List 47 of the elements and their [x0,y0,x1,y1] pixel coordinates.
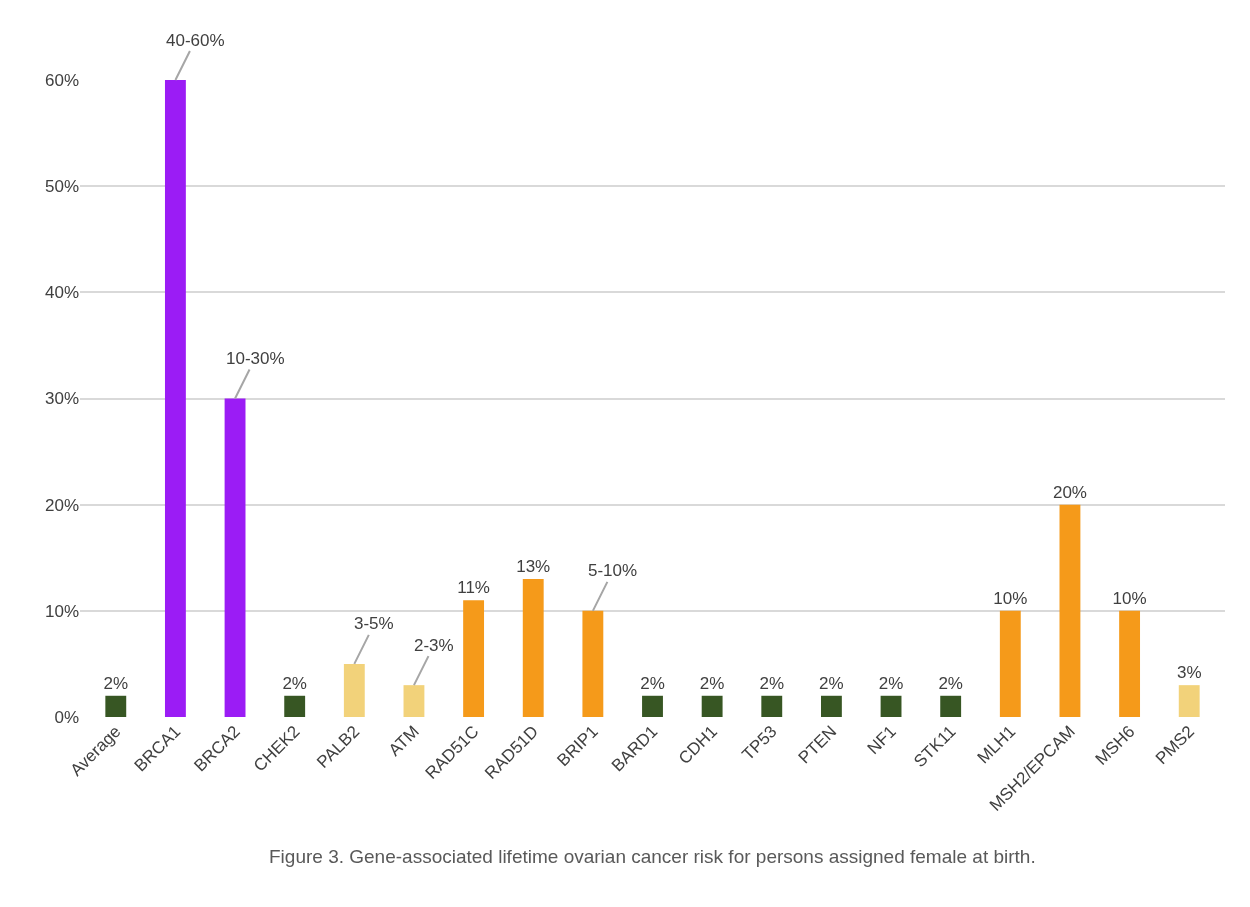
y-tick-label: 30% [44,389,79,409]
y-tick-label: 0% [54,707,79,727]
bar [582,610,604,717]
data-label: 10% [993,588,1028,608]
bar [1059,504,1081,717]
data-label: 2% [103,673,129,693]
data-label: 2% [282,673,307,693]
bar [343,663,365,717]
bar [522,578,544,717]
y-tick-label: 10% [44,601,79,621]
bar [761,695,783,717]
x-tick-label: NF1 [863,721,900,759]
y-tick-label: 40% [44,283,79,303]
y-tick-label: 20% [44,495,79,515]
data-label: 2% [819,673,844,693]
annotation: 2-3% [414,636,454,655]
data-label: 20% [1052,482,1087,502]
bar [105,695,127,717]
data-label: 2% [878,673,904,693]
bar [940,695,962,717]
bar [463,600,485,717]
data-label: 2% [938,673,963,693]
caption: Figure 3. Gene-associated lifetime ovarian cancer risk for persons assigned female at birth. [269,846,1036,867]
annotation: 10-30% [226,349,285,368]
bar [880,695,902,717]
data-label: 13% [516,556,551,576]
bar [999,610,1021,717]
bar [820,695,842,717]
bar [164,80,186,717]
annotation: 40-60% [166,31,225,50]
annotation: 5-10% [588,561,638,580]
data-label: 10% [1112,588,1147,608]
bar [403,685,425,717]
data-label: 2% [699,673,725,693]
bar [1178,685,1200,717]
annotation: 3-5% [354,614,394,633]
bar [1119,610,1141,717]
y-tick-label: 60% [44,70,79,90]
data-label: 2% [759,673,785,693]
data-label: 2% [640,673,665,693]
bar [284,695,306,717]
bar [224,398,246,717]
y-tick-label: 50% [44,177,79,197]
data-label: 3% [1176,663,1202,683]
bar [642,695,663,717]
data-label: 11% [457,578,490,598]
bar [701,695,723,717]
